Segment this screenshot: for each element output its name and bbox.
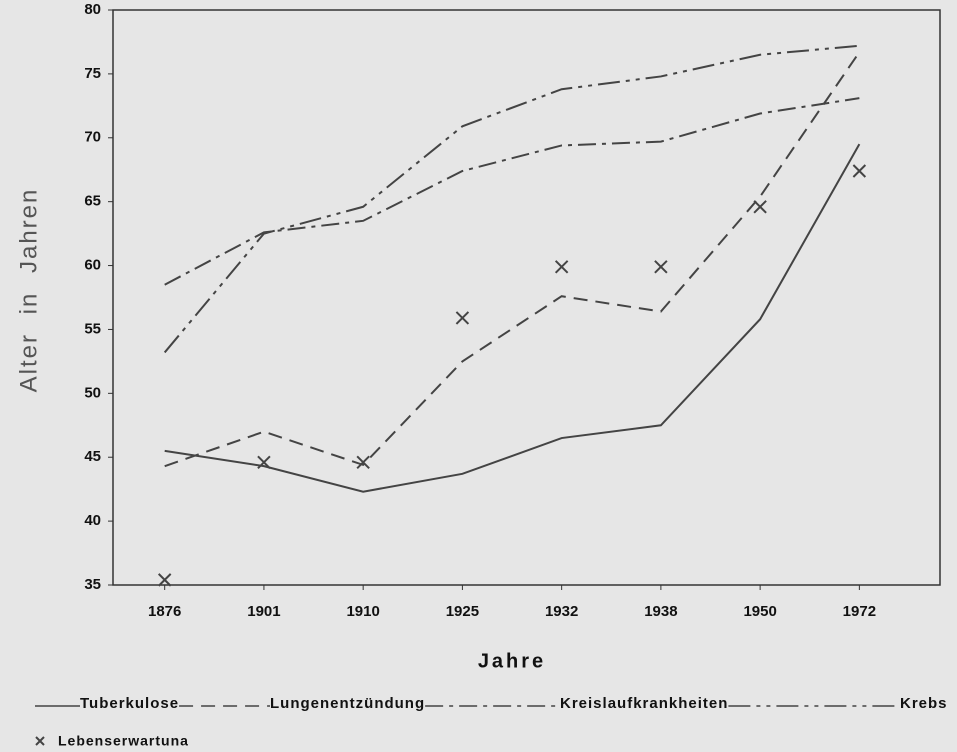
legend-marker	[35, 736, 45, 746]
x-tick-label: 1910	[346, 603, 379, 620]
x-tick-label: 1925	[446, 603, 479, 620]
marker	[753, 200, 767, 214]
x-tick-label: 1938	[644, 603, 677, 620]
legend-label: Kreislaufkrankheiten	[560, 695, 728, 712]
x-tick-label: 1972	[843, 603, 876, 620]
legend-label: Lebenserwartuna	[58, 733, 189, 749]
y-tick-label: 75	[84, 65, 101, 82]
legend-label: Krebs	[900, 695, 948, 712]
y-tick-label: 40	[84, 512, 101, 529]
series-line	[164, 97, 860, 286]
marker	[356, 455, 370, 470]
y-tick-label: 60	[84, 257, 101, 274]
y-tick-label: 55	[84, 320, 101, 337]
x-tick-label: 1950	[743, 603, 776, 620]
marker	[554, 260, 569, 274]
legend-label: Lungenentzündung	[270, 695, 425, 712]
x-tick-label: 1932	[545, 603, 578, 620]
y-tick-label: 65	[84, 193, 101, 210]
y-axis-label: Alter in Jahren	[15, 188, 42, 393]
marker	[257, 455, 271, 470]
x-axis-label: Jahre	[478, 650, 546, 672]
marker	[654, 260, 668, 274]
legend-label: Tuberkulose	[80, 695, 179, 712]
y-tick-label: 70	[84, 129, 101, 146]
marker	[852, 164, 867, 178]
x-tick-label: 1901	[247, 603, 280, 620]
marker	[455, 311, 470, 325]
y-tick-label: 35	[84, 576, 101, 593]
x-tick-label: 1876	[148, 603, 181, 620]
y-tick-label: 45	[84, 448, 101, 465]
y-tick-label: 50	[84, 384, 101, 401]
y-tick-label: 80	[84, 1, 101, 18]
plot-frame	[112, 9, 941, 586]
marker	[157, 573, 172, 587]
series-line	[163, 44, 860, 354]
series-line	[164, 51, 861, 468]
series-line	[164, 143, 861, 493]
